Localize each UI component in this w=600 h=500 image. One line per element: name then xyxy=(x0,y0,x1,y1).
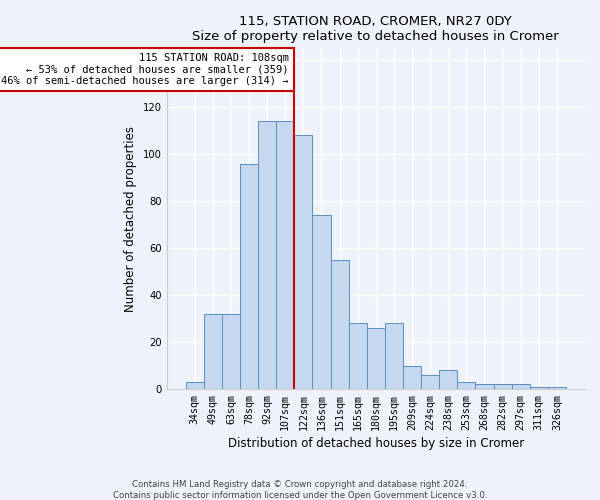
Bar xyxy=(439,370,457,389)
Text: Contains HM Land Registry data © Crown copyright and database right 2024.
Contai: Contains HM Land Registry data © Crown c… xyxy=(113,480,487,500)
Bar xyxy=(512,384,530,389)
Bar xyxy=(185,382,204,389)
Bar xyxy=(494,384,512,389)
Y-axis label: Number of detached properties: Number of detached properties xyxy=(124,126,137,312)
Title: 115, STATION ROAD, CROMER, NR27 0DY
Size of property relative to detached houses: 115, STATION ROAD, CROMER, NR27 0DY Size… xyxy=(193,15,559,43)
Bar xyxy=(421,375,439,389)
Bar xyxy=(276,121,295,389)
Bar xyxy=(331,260,349,389)
Bar xyxy=(530,387,548,389)
Bar xyxy=(349,324,367,389)
Bar xyxy=(258,121,276,389)
Text: 115 STATION ROAD: 108sqm
← 53% of detached houses are smaller (359)
46% of semi-: 115 STATION ROAD: 108sqm ← 53% of detach… xyxy=(1,53,289,86)
Bar xyxy=(204,314,222,389)
Bar xyxy=(222,314,240,389)
Bar xyxy=(403,366,421,389)
Bar xyxy=(367,328,385,389)
Bar xyxy=(475,384,494,389)
Bar xyxy=(457,382,475,389)
Bar xyxy=(313,215,331,389)
Bar xyxy=(385,324,403,389)
Bar xyxy=(295,136,313,389)
Bar xyxy=(548,387,566,389)
Bar xyxy=(240,164,258,389)
X-axis label: Distribution of detached houses by size in Cromer: Distribution of detached houses by size … xyxy=(227,437,524,450)
